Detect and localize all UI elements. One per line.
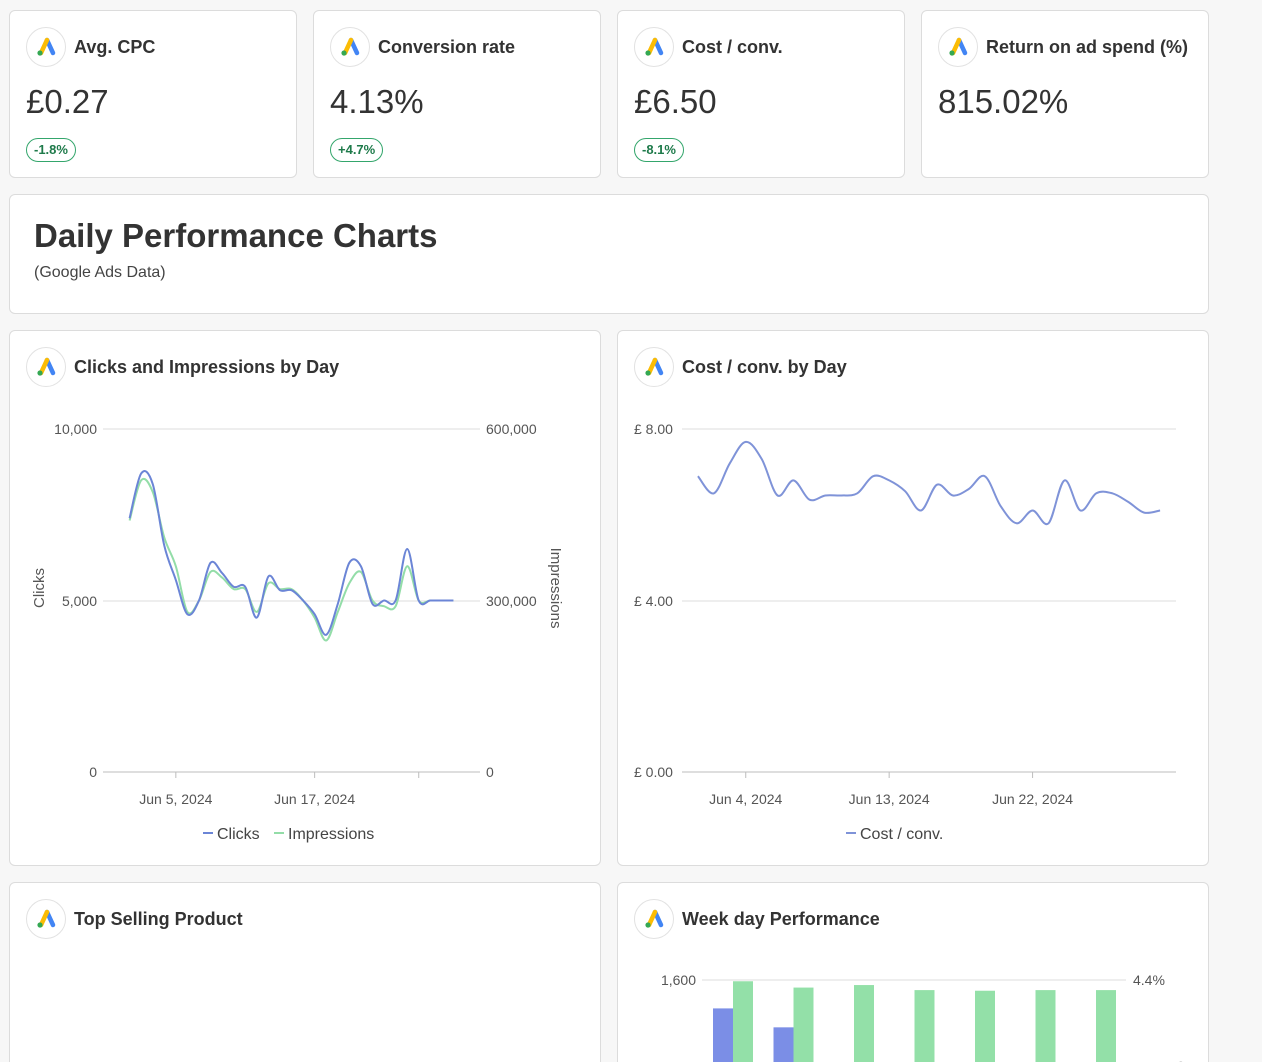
google-ads-icon: [634, 899, 674, 939]
metric-value: 4.13%: [330, 83, 424, 120]
y-tick-label: £ 4.00: [634, 593, 673, 609]
cost-per-conv-chart: £ 8.00 £ 4.00 £ 0.00 Jun 4, 2024 Jun 13, …: [634, 421, 1176, 843]
metric-title: Conversion rate: [378, 37, 516, 57]
y-tick-label: £ 0.00: [634, 764, 673, 780]
bar-green: [975, 990, 995, 1062]
bar-blue: [773, 1027, 794, 1062]
metric-value: £6.50: [634, 83, 717, 120]
series-line-cost: [697, 440, 1161, 526]
chart-title: Cost / conv. by Day: [682, 357, 847, 377]
bar-green: [854, 985, 874, 1062]
cost-per-conv-card: Cost / conv. by Day £ 8.00 £ 4.00 £ 0.00…: [617, 330, 1209, 866]
bar-green: [733, 981, 753, 1062]
x-tick-label: Jun 4, 2024: [709, 791, 782, 807]
y-tick-label: 0: [89, 764, 97, 780]
series-line-impressions: [128, 477, 454, 642]
google-ads-icon: [26, 27, 66, 67]
google-ads-icon: [634, 27, 674, 67]
x-tick-label: Jun 13, 2024: [849, 791, 930, 807]
chart-title: Clicks and Impressions by Day: [74, 357, 340, 377]
google-ads-icon: [938, 27, 978, 67]
x-tick-label: Jun 22, 2024: [992, 791, 1073, 807]
google-ads-icon: [26, 347, 66, 387]
y2-axis-title: Impressions: [547, 548, 564, 629]
metric-title: Cost / conv.: [682, 37, 783, 57]
clicks-impressions-chart: 10,000 5,000 0 600,000 300,000 0 Clicks …: [31, 421, 564, 843]
y2-tick-label: 300,000: [486, 593, 537, 609]
google-ads-icon: [634, 347, 674, 387]
chart-title: Week day Performance: [682, 909, 880, 929]
metric-value: 815.02%: [938, 83, 1069, 120]
bar-blue: [713, 1008, 733, 1062]
metric-value: £0.27: [26, 83, 109, 120]
y2-tick-label: 0: [486, 764, 494, 780]
header-card: Daily Performance Charts (Google Ads Dat…: [9, 194, 1209, 314]
series-line-clicks: [128, 470, 454, 636]
metric-card-avg-cpc: Avg. CPC £0.27 -1.8%: [9, 10, 297, 178]
legend: Cost / conv.: [846, 826, 943, 843]
legend-label-impressions: Impressions: [288, 826, 374, 843]
bar-green: [1096, 990, 1116, 1062]
google-ads-icon: [26, 899, 66, 939]
y-tick-label: 1,600: [661, 972, 696, 988]
bar-green: [793, 987, 814, 1062]
metric-title: Avg. CPC: [74, 37, 156, 57]
legend-label-cost: Cost / conv.: [860, 826, 943, 843]
weekday-performance-card: Week day Performance 1,600 4.4% C: [617, 882, 1209, 1062]
page-title: Daily Performance Charts: [34, 217, 438, 254]
change-badge: -8.1%: [634, 138, 684, 162]
y-axis-title: Clicks: [31, 568, 48, 608]
clicks-impressions-card: Clicks and Impressions by Day 10,000 5,0…: [9, 330, 601, 866]
metric-card-cost-per-conv: Cost / conv. £6.50 -8.1%: [617, 10, 905, 178]
metric-title: Return on ad spend (%): [986, 37, 1188, 57]
y-tick-label: 10,000: [54, 421, 97, 437]
y-tick-label: £ 8.00: [634, 421, 673, 437]
change-badge: -1.8%: [26, 138, 76, 162]
bar-green: [914, 990, 935, 1062]
x-tick-label: Jun 5, 2024: [139, 791, 212, 807]
y-tick-label: 5,000: [62, 593, 97, 609]
bar-green: [1035, 990, 1056, 1062]
weekday-performance-chart: 1,600 4.4% C: [661, 972, 1189, 1062]
chart-title: Top Selling Product: [74, 909, 243, 929]
top-selling-product-card: Top Selling Product: [9, 882, 601, 1062]
google-ads-icon: [330, 27, 370, 67]
change-badge: +4.7%: [330, 138, 384, 162]
y2-tick-label: 600,000: [486, 421, 537, 437]
metric-card-roas: Return on ad spend (%) 815.02%: [921, 10, 1209, 178]
y2-tick-label: 4.4%: [1133, 972, 1165, 988]
x-tick-label: Jun 17, 2024: [274, 791, 355, 807]
legend: Clicks Impressions: [203, 826, 374, 843]
page-subtitle: (Google Ads Data): [34, 264, 166, 281]
metric-card-conversion-rate: Conversion rate 4.13% +4.7%: [313, 10, 601, 178]
legend-label-clicks: Clicks: [217, 826, 260, 843]
